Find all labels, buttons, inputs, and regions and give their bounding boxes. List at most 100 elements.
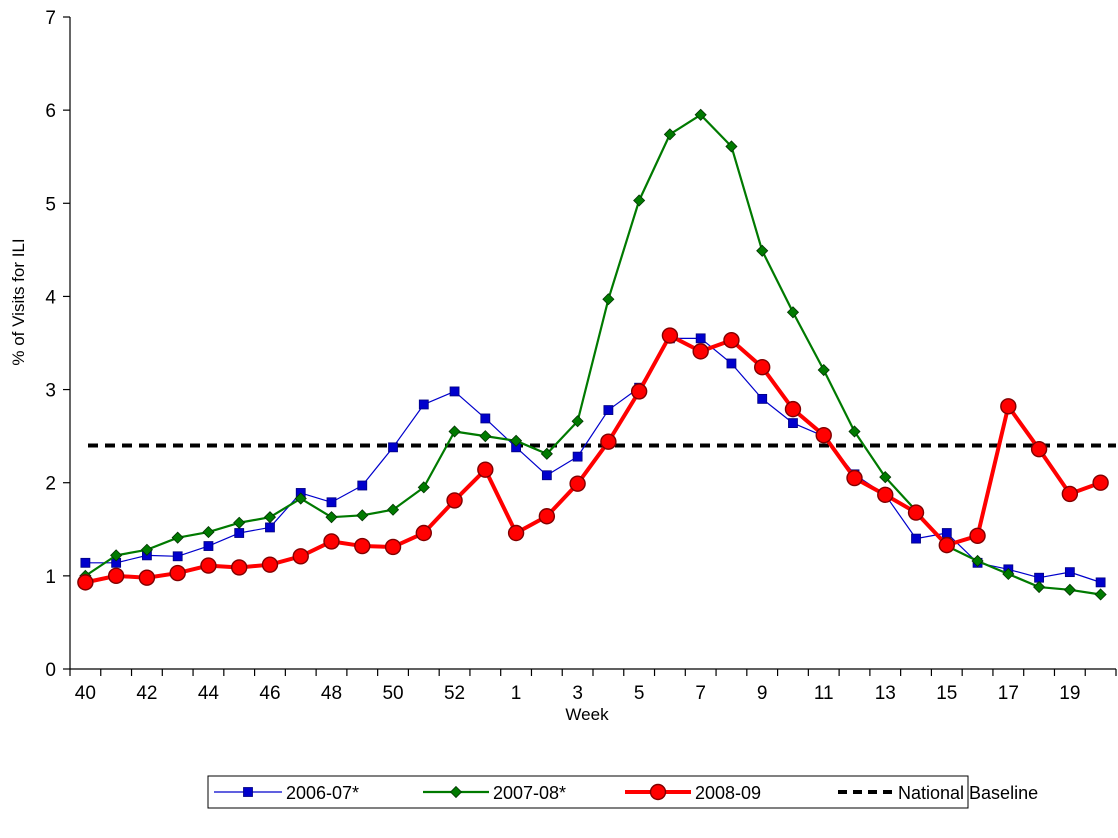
- data-point: [384, 538, 402, 556]
- x-tick-label: 15: [936, 683, 957, 704]
- data-point: [695, 333, 706, 344]
- x-tick-label: 9: [757, 683, 768, 704]
- data-point: [726, 358, 737, 369]
- legend-marker: [449, 785, 463, 799]
- data-point: [1064, 567, 1075, 578]
- data-point: [507, 524, 525, 542]
- legend-entry: 2006-07*: [214, 783, 359, 803]
- data-point: [261, 556, 279, 573]
- data-point: [817, 363, 830, 377]
- x-tick-label: 40: [75, 683, 96, 704]
- legend-label: National Baseline: [898, 783, 1038, 803]
- x-tick-label: 44: [198, 683, 220, 704]
- x-tick-label: 3: [572, 683, 583, 704]
- x-tick-label: 5: [634, 683, 645, 704]
- data-point: [786, 306, 800, 319]
- data-point: [172, 551, 183, 562]
- legend-marker: [243, 787, 253, 797]
- data-point: [80, 557, 91, 568]
- data-point: [138, 569, 156, 586]
- data-point: [694, 108, 707, 121]
- legend-entry: National Baseline: [838, 783, 1038, 803]
- legend-marker: [649, 783, 667, 801]
- data-point: [107, 567, 125, 585]
- data-point: [911, 533, 921, 544]
- data-point: [292, 548, 309, 565]
- x-tick-label: 1: [511, 683, 522, 704]
- data-point: [1000, 398, 1017, 415]
- x-tick-label: 52: [444, 683, 465, 704]
- data-point: [941, 528, 952, 538]
- data-point: [602, 293, 615, 306]
- y-tick-label: 7: [45, 8, 56, 29]
- data-point: [386, 503, 400, 516]
- series-2007-08: [79, 108, 1107, 601]
- data-point: [479, 430, 492, 443]
- x-tick-label: 50: [382, 683, 403, 704]
- data-point: [540, 447, 553, 460]
- plot-area: [77, 108, 1116, 601]
- data-point: [1092, 474, 1109, 491]
- legend-label: 2007-08*: [493, 783, 566, 803]
- data-point: [1030, 440, 1048, 458]
- data-point: [879, 471, 892, 484]
- x-tick-label: 19: [1059, 683, 1080, 704]
- data-point: [569, 475, 586, 492]
- data-point: [907, 504, 925, 521]
- data-point: [1063, 583, 1076, 596]
- data-point: [446, 492, 463, 509]
- data-point: [263, 511, 277, 524]
- data-point: [140, 543, 153, 556]
- series-2008-09: [77, 327, 1109, 591]
- data-point: [326, 497, 337, 508]
- data-point: [200, 557, 217, 574]
- data-point: [418, 399, 429, 410]
- data-point: [415, 524, 432, 542]
- data-point: [600, 433, 617, 450]
- y-tick-label: 1: [45, 567, 56, 588]
- y-axis: 0 1 2 3 4 5 6 7: [45, 8, 71, 681]
- data-point: [663, 128, 676, 141]
- data-point: [388, 442, 398, 453]
- data-point: [938, 536, 955, 554]
- data-point: [356, 509, 369, 522]
- data-point: [572, 451, 583, 462]
- data-point: [417, 481, 430, 494]
- data-point: [788, 418, 798, 429]
- y-tick-label: 3: [45, 381, 56, 402]
- data-point: [603, 405, 614, 415]
- data-point: [756, 244, 769, 257]
- x-tick-label: 7: [695, 683, 706, 704]
- data-point: [848, 425, 861, 438]
- data-point: [971, 554, 984, 568]
- data-point: [354, 537, 371, 555]
- x-axis: 40 42 44 46 48 50 52 1 3 5 7 9 11 13 15 17 19: [69, 668, 1117, 704]
- data-point: [234, 528, 245, 538]
- x-tick-label: 42: [136, 683, 157, 704]
- data-point: [169, 564, 186, 582]
- data-point: [661, 327, 679, 344]
- x-tick-label: 48: [321, 683, 342, 704]
- data-point: [754, 359, 771, 376]
- y-tick-label: 4: [45, 287, 56, 308]
- legend-entry: 2008-09: [625, 783, 761, 803]
- data-point: [449, 386, 460, 397]
- data-point: [477, 461, 494, 478]
- data-point: [1094, 588, 1107, 601]
- data-point: [202, 526, 215, 539]
- data-point: [448, 425, 461, 438]
- data-point: [877, 486, 894, 504]
- y-axis-title: % of Visits for ILI: [9, 238, 28, 365]
- data-point: [323, 533, 340, 550]
- y-tick-label: 5: [45, 194, 56, 215]
- data-point: [692, 343, 709, 360]
- data-point: [541, 470, 552, 481]
- y-tick-label: 0: [45, 660, 56, 681]
- y-tick-label: 2: [45, 474, 56, 495]
- data-point: [231, 559, 248, 576]
- data-point: [969, 527, 986, 545]
- data-point: [784, 400, 802, 418]
- data-point: [725, 140, 738, 153]
- data-point: [1061, 485, 1079, 503]
